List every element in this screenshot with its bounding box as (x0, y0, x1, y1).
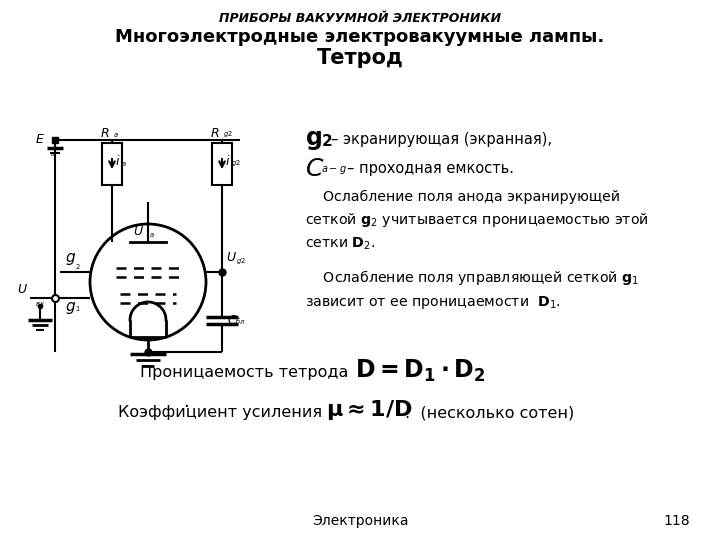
Text: $_{бл}$: $_{бл}$ (235, 318, 246, 328)
Text: $g$: $g$ (65, 300, 76, 316)
Text: Проницаемость тетрода: Проницаемость тетрода (140, 365, 348, 380)
Text: $_a$: $_a$ (113, 130, 119, 140)
Text: $U$: $U$ (17, 283, 28, 296)
Text: $_2$: $_2$ (75, 262, 81, 272)
Text: $C$: $C$ (227, 314, 238, 327)
Text: Коэффициент усиления: Коэффициент усиления (118, 405, 322, 420)
Text: $R$: $R$ (210, 127, 220, 140)
Text: $_{вх}$: $_{вх}$ (35, 299, 45, 309)
Bar (102, 143, 122, 185)
Text: $R$: $R$ (101, 127, 110, 140)
Text: $i$: $i$ (115, 154, 120, 168)
Text: ПРИБОРЫ ВАКУУМНОЙ ЭЛЕКТРОНИКИ: ПРИБОРЫ ВАКУУМНОЙ ЭЛЕКТРОНИКИ (219, 12, 501, 25)
Text: Тетрод: Тетрод (317, 48, 403, 68)
Text: – проходная емкость.: – проходная емкость. (347, 161, 514, 176)
Text: Электроника: Электроника (312, 514, 408, 528)
Text: $_{g2}$: $_{g2}$ (231, 159, 241, 169)
Text: $\mathbf{D = D_1 \cdot D_2}$: $\mathbf{D = D_1 \cdot D_2}$ (355, 358, 486, 384)
Text: $E$: $E$ (35, 133, 45, 146)
Text: $i$: $i$ (225, 154, 230, 168)
Text: .: . (183, 393, 189, 411)
Text: .  (несколько сотен): . (несколько сотен) (405, 405, 575, 420)
Text: $_{g2}$: $_{g2}$ (236, 257, 246, 267)
Text: $\mathbf{2}$: $\mathbf{2}$ (321, 133, 333, 149)
Text: $_a$: $_a$ (50, 149, 55, 159)
Text: $\mathit{C}$: $\mathit{C}$ (305, 157, 325, 181)
Text: $U$: $U$ (226, 251, 237, 264)
Text: $_{g2}$: $_{g2}$ (223, 130, 233, 140)
Text: 118: 118 (663, 514, 690, 528)
Text: – экранирующая (экранная),: – экранирующая (экранная), (331, 132, 552, 147)
Text: $\mathbf{\mu \approx 1/D}$: $\mathbf{\mu \approx 1/D}$ (326, 398, 413, 422)
Text: $g$: $g$ (65, 251, 76, 267)
Text: Многоэлектродные электровакуумные лампы.: Многоэлектродные электровакуумные лампы. (115, 28, 605, 46)
Text: $_a$: $_a$ (149, 230, 155, 240)
Text: Ослабление поля анода экранирующей
сеткой $\mathbf{g}_2$ учитывается проницаемос: Ослабление поля анода экранирующей сетко… (305, 190, 649, 252)
Text: $_1$: $_1$ (75, 304, 81, 314)
Bar (212, 143, 232, 185)
Text: Ослабление поля управляющей сеткой $\mathbf{g}_1$
зависит от ее проницаемости  $: Ослабление поля управляющей сеткой $\mat… (305, 268, 639, 310)
Text: $_{a-g}$: $_{a-g}$ (321, 163, 347, 177)
Text: $_a$: $_a$ (121, 159, 127, 169)
Text: $U$: $U$ (133, 225, 144, 238)
Text: $\mathbf{g}$: $\mathbf{g}$ (305, 128, 322, 152)
